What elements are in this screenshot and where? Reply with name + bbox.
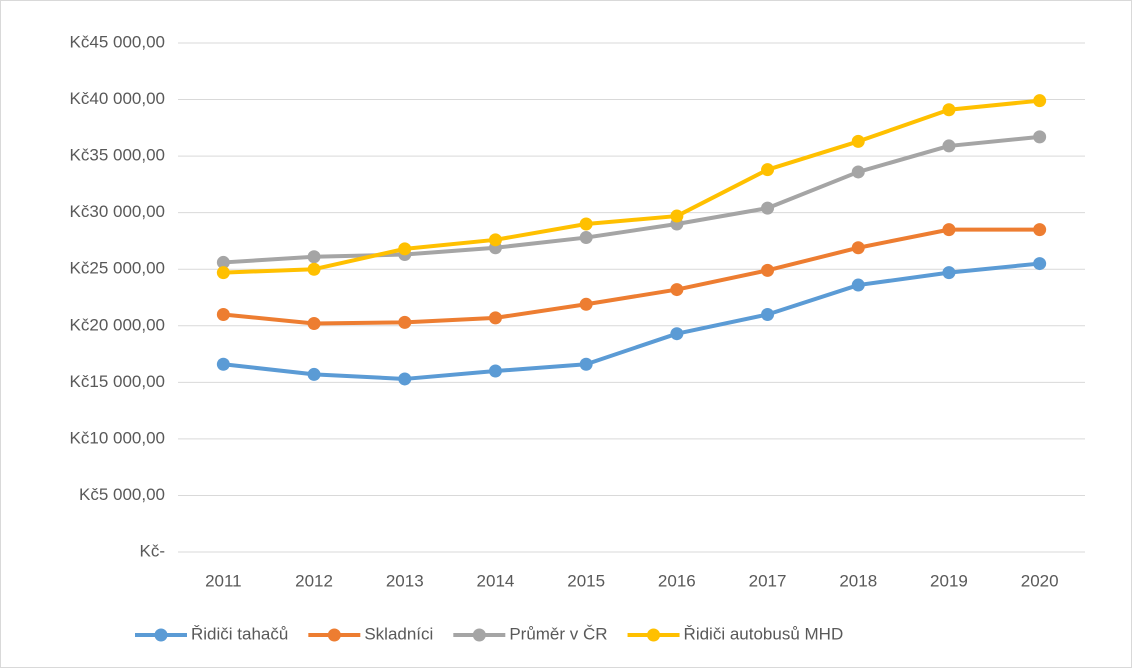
x-tick-label: 2016 bbox=[658, 571, 696, 590]
data-point bbox=[1033, 94, 1047, 108]
data-point bbox=[398, 242, 412, 256]
data-point bbox=[942, 139, 956, 153]
y-tick-label: Kč40 000,00 bbox=[70, 89, 165, 108]
data-point bbox=[216, 307, 230, 321]
legend-label: Skladníci bbox=[364, 624, 433, 643]
legend-marker bbox=[472, 628, 486, 642]
data-point bbox=[1033, 223, 1047, 237]
x-tick-label: 2020 bbox=[1021, 571, 1059, 590]
legend-label: Řidiči autobusů MHD bbox=[684, 624, 844, 643]
series-line bbox=[221, 261, 1042, 381]
data-point bbox=[761, 307, 775, 321]
x-tick-label: 2014 bbox=[477, 571, 515, 590]
legend-marker bbox=[647, 628, 661, 642]
data-point bbox=[216, 266, 230, 280]
legend-label: Řidiči tahačů bbox=[191, 624, 288, 643]
x-tick-label: 2012 bbox=[295, 571, 333, 590]
data-point bbox=[307, 250, 321, 264]
data-point bbox=[1033, 257, 1047, 271]
y-tick-label: Kč- bbox=[140, 541, 166, 560]
data-point bbox=[761, 201, 775, 215]
data-point bbox=[307, 262, 321, 276]
x-tick-label: 2018 bbox=[839, 571, 877, 590]
series-line bbox=[221, 98, 1042, 275]
y-tick-label: Kč10 000,00 bbox=[70, 428, 165, 447]
data-point bbox=[579, 217, 593, 231]
data-point bbox=[851, 134, 865, 148]
data-point bbox=[670, 209, 684, 223]
data-point bbox=[488, 311, 502, 325]
y-tick-label: Kč45 000,00 bbox=[70, 32, 165, 51]
y-tick-label: Kč20 000,00 bbox=[70, 315, 165, 334]
data-point bbox=[398, 372, 412, 386]
data-point bbox=[488, 364, 502, 378]
legend-label: Průměr v ČR bbox=[509, 624, 607, 643]
legend-marker bbox=[154, 628, 168, 642]
x-tick-label: 2015 bbox=[567, 571, 605, 590]
data-point bbox=[942, 103, 956, 117]
data-point bbox=[670, 283, 684, 297]
data-point bbox=[216, 255, 230, 269]
data-point bbox=[579, 231, 593, 245]
y-tick-label: Kč25 000,00 bbox=[70, 259, 165, 278]
y-tick-label: Kč15 000,00 bbox=[70, 372, 165, 391]
data-point bbox=[488, 233, 502, 247]
x-tick-label: 2013 bbox=[386, 571, 424, 590]
y-tick-label: Kč30 000,00 bbox=[70, 202, 165, 221]
series-line bbox=[221, 134, 1042, 265]
data-point bbox=[670, 327, 684, 341]
data-point bbox=[1033, 130, 1047, 144]
data-point bbox=[761, 263, 775, 277]
x-tick-label: 2019 bbox=[930, 571, 968, 590]
series-line bbox=[221, 227, 1042, 326]
x-tick-label: 2017 bbox=[749, 571, 787, 590]
data-point bbox=[579, 357, 593, 371]
data-point bbox=[851, 165, 865, 179]
data-point bbox=[942, 266, 956, 280]
data-point bbox=[216, 357, 230, 371]
data-point bbox=[942, 223, 956, 237]
y-tick-label: Kč35 000,00 bbox=[70, 146, 165, 165]
data-point bbox=[761, 163, 775, 177]
data-point bbox=[851, 241, 865, 255]
x-tick-label: 2011 bbox=[205, 571, 242, 590]
data-point bbox=[398, 315, 412, 329]
data-point bbox=[307, 367, 321, 381]
y-tick-label: Kč5 000,00 bbox=[79, 485, 165, 504]
data-point bbox=[851, 278, 865, 292]
data-point bbox=[579, 297, 593, 311]
legend-marker bbox=[327, 628, 341, 642]
data-point bbox=[307, 317, 321, 331]
